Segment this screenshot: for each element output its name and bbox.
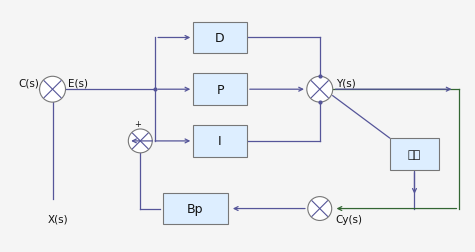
Bar bbox=[163, 193, 228, 225]
Text: X(s): X(s) bbox=[48, 214, 68, 224]
Text: D: D bbox=[215, 32, 225, 45]
Text: I: I bbox=[218, 135, 222, 148]
Bar bbox=[193, 74, 247, 106]
Bar bbox=[193, 22, 247, 54]
Bar bbox=[390, 138, 439, 170]
Text: 前馈: 前馈 bbox=[408, 149, 421, 159]
Text: C(s): C(s) bbox=[19, 78, 39, 88]
Text: Bp: Bp bbox=[187, 202, 203, 215]
Circle shape bbox=[39, 77, 66, 103]
Text: Y(s): Y(s) bbox=[336, 78, 355, 88]
Text: +: + bbox=[134, 119, 141, 129]
Bar bbox=[193, 125, 247, 157]
Text: Cy(s): Cy(s) bbox=[336, 214, 363, 224]
Text: E(s): E(s) bbox=[68, 78, 88, 88]
Text: P: P bbox=[216, 83, 224, 96]
Circle shape bbox=[307, 77, 332, 103]
Circle shape bbox=[128, 130, 152, 153]
Circle shape bbox=[308, 197, 332, 220]
